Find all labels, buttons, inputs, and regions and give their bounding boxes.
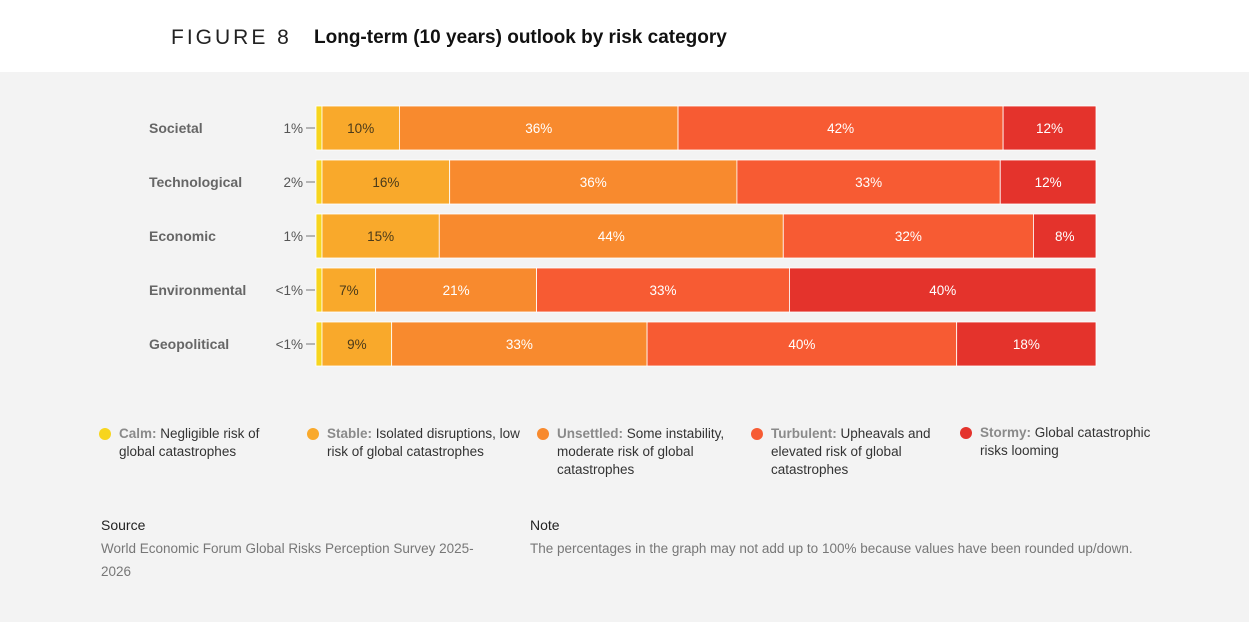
- data-label-environmental-stormy: 40%: [929, 283, 956, 298]
- data-label-societal-stormy: 12%: [1036, 121, 1063, 136]
- legend-name-stormy: Stormy:: [980, 425, 1032, 440]
- category-label-geopolitical: Geopolitical: [149, 336, 229, 352]
- category-label-societal: Societal: [149, 120, 203, 136]
- bar-segment-societal-unsettled: [398, 105, 679, 151]
- bar-segment-environmental-calm: [315, 267, 323, 313]
- bar-segment-technological-calm: [315, 159, 323, 205]
- legend-desc-stable: Isolated disruptions, low risk of global…: [327, 426, 520, 459]
- chart-panel: Societal 1% 10% 36% 42% 12% Technological 2% 16%…: [0, 72, 1249, 622]
- legend-name-calm: Calm:: [119, 426, 157, 441]
- data-label-economic-turbulent: 32%: [895, 229, 922, 244]
- data-label-environmental-calm: <1%: [276, 283, 303, 298]
- data-label-geopolitical-stormy: 18%: [1013, 337, 1040, 352]
- bar-segment-societal-turbulent: [677, 105, 1004, 151]
- stacked-bar-chart: Societal 1% 10% 36% 42% 12% Technological 2% 16%…: [149, 105, 1097, 367]
- source-heading: Source: [101, 517, 146, 533]
- figure-label: FIGURE 8: [171, 26, 292, 49]
- data-label-geopolitical-turbulent: 40%: [788, 337, 815, 352]
- legend-swatch-calm: [99, 428, 111, 440]
- bar-segment-geopolitical-unsettled: [391, 321, 648, 367]
- legend-swatch-turbulent: [751, 428, 763, 440]
- bar-segment-environmental-stable: [321, 267, 377, 313]
- bar-segment-geopolitical-stormy: [956, 321, 1097, 367]
- legend-name-turbulent: Turbulent:: [771, 426, 837, 441]
- legend-swatch-stormy: [960, 427, 972, 439]
- bar-segment-geopolitical-calm: [315, 321, 323, 367]
- figure-title: Long-term (10 years) outlook by risk cat…: [314, 27, 727, 48]
- bar-segment-economic-stormy: [1033, 213, 1097, 259]
- data-label-societal-unsettled: 36%: [525, 121, 552, 136]
- bar-segment-environmental-unsettled: [375, 267, 537, 313]
- legend-swatch-stable: [307, 428, 319, 440]
- data-label-environmental-unsettled: 21%: [443, 283, 470, 298]
- legend-desc-stormy: Global catastrophic risks looming: [980, 425, 1151, 458]
- bar-segment-economic-turbulent: [782, 213, 1034, 259]
- data-label-economic-calm: 1%: [283, 229, 303, 244]
- bar-segment-technological-unsettled: [449, 159, 738, 205]
- category-label-technological: Technological: [149, 174, 242, 190]
- bar-segment-geopolitical-stable: [321, 321, 393, 367]
- legend-desc-turbulent: Upheavals and elevated risk of global ca…: [771, 426, 931, 477]
- data-label-technological-calm: 2%: [283, 175, 303, 190]
- data-label-societal-stable: 10%: [347, 121, 374, 136]
- note-text: The percentages in the graph may not add…: [530, 541, 1133, 556]
- legend-desc-calm: Negligible risk of global catastrophes: [119, 426, 260, 459]
- figure-header: FIGURE 8 Long-term (10 years) outlook by…: [0, 0, 1249, 72]
- category-label-environmental: Environmental: [149, 282, 246, 298]
- data-label-environmental-turbulent: 33%: [650, 283, 677, 298]
- note-heading: Note: [530, 517, 560, 533]
- data-label-geopolitical-unsettled: 33%: [506, 337, 533, 352]
- bar-segment-technological-turbulent: [736, 159, 1001, 205]
- legend-desc-unsettled: Some instability, moderate risk of globa…: [557, 426, 725, 477]
- legend-name-stable: Stable:: [327, 426, 373, 441]
- data-label-technological-turbulent: 33%: [855, 175, 882, 190]
- bar-segment-societal-calm: [315, 105, 323, 151]
- category-label-economic: Economic: [149, 228, 216, 244]
- data-label-societal-calm: 1%: [283, 121, 303, 136]
- data-label-economic-unsettled: 44%: [598, 229, 625, 244]
- bar-segment-economic-stable: [321, 213, 440, 259]
- data-label-economic-stormy: 8%: [1055, 229, 1075, 244]
- source-text: World Economic Forum Global Risks Percep…: [101, 541, 474, 579]
- data-label-societal-turbulent: 42%: [827, 121, 854, 136]
- legend-name-unsettled: Unsettled:: [557, 426, 624, 441]
- legend-swatch-unsettled: [537, 428, 549, 440]
- bar-segment-societal-stormy: [1002, 105, 1097, 151]
- bar-segment-environmental-stormy: [789, 267, 1097, 313]
- data-label-geopolitical-calm: <1%: [276, 337, 303, 352]
- data-label-geopolitical-stable: 9%: [347, 337, 367, 352]
- bar-segment-economic-unsettled: [438, 213, 784, 259]
- data-label-economic-stable: 15%: [367, 229, 394, 244]
- data-label-technological-stormy: 12%: [1035, 175, 1062, 190]
- data-label-technological-unsettled: 36%: [580, 175, 607, 190]
- data-label-technological-stable: 16%: [372, 175, 399, 190]
- data-label-environmental-stable: 7%: [339, 283, 359, 298]
- bar-segment-technological-stormy: [999, 159, 1097, 205]
- bar-segment-geopolitical-turbulent: [646, 321, 958, 367]
- bar-segment-economic-calm: [315, 213, 323, 259]
